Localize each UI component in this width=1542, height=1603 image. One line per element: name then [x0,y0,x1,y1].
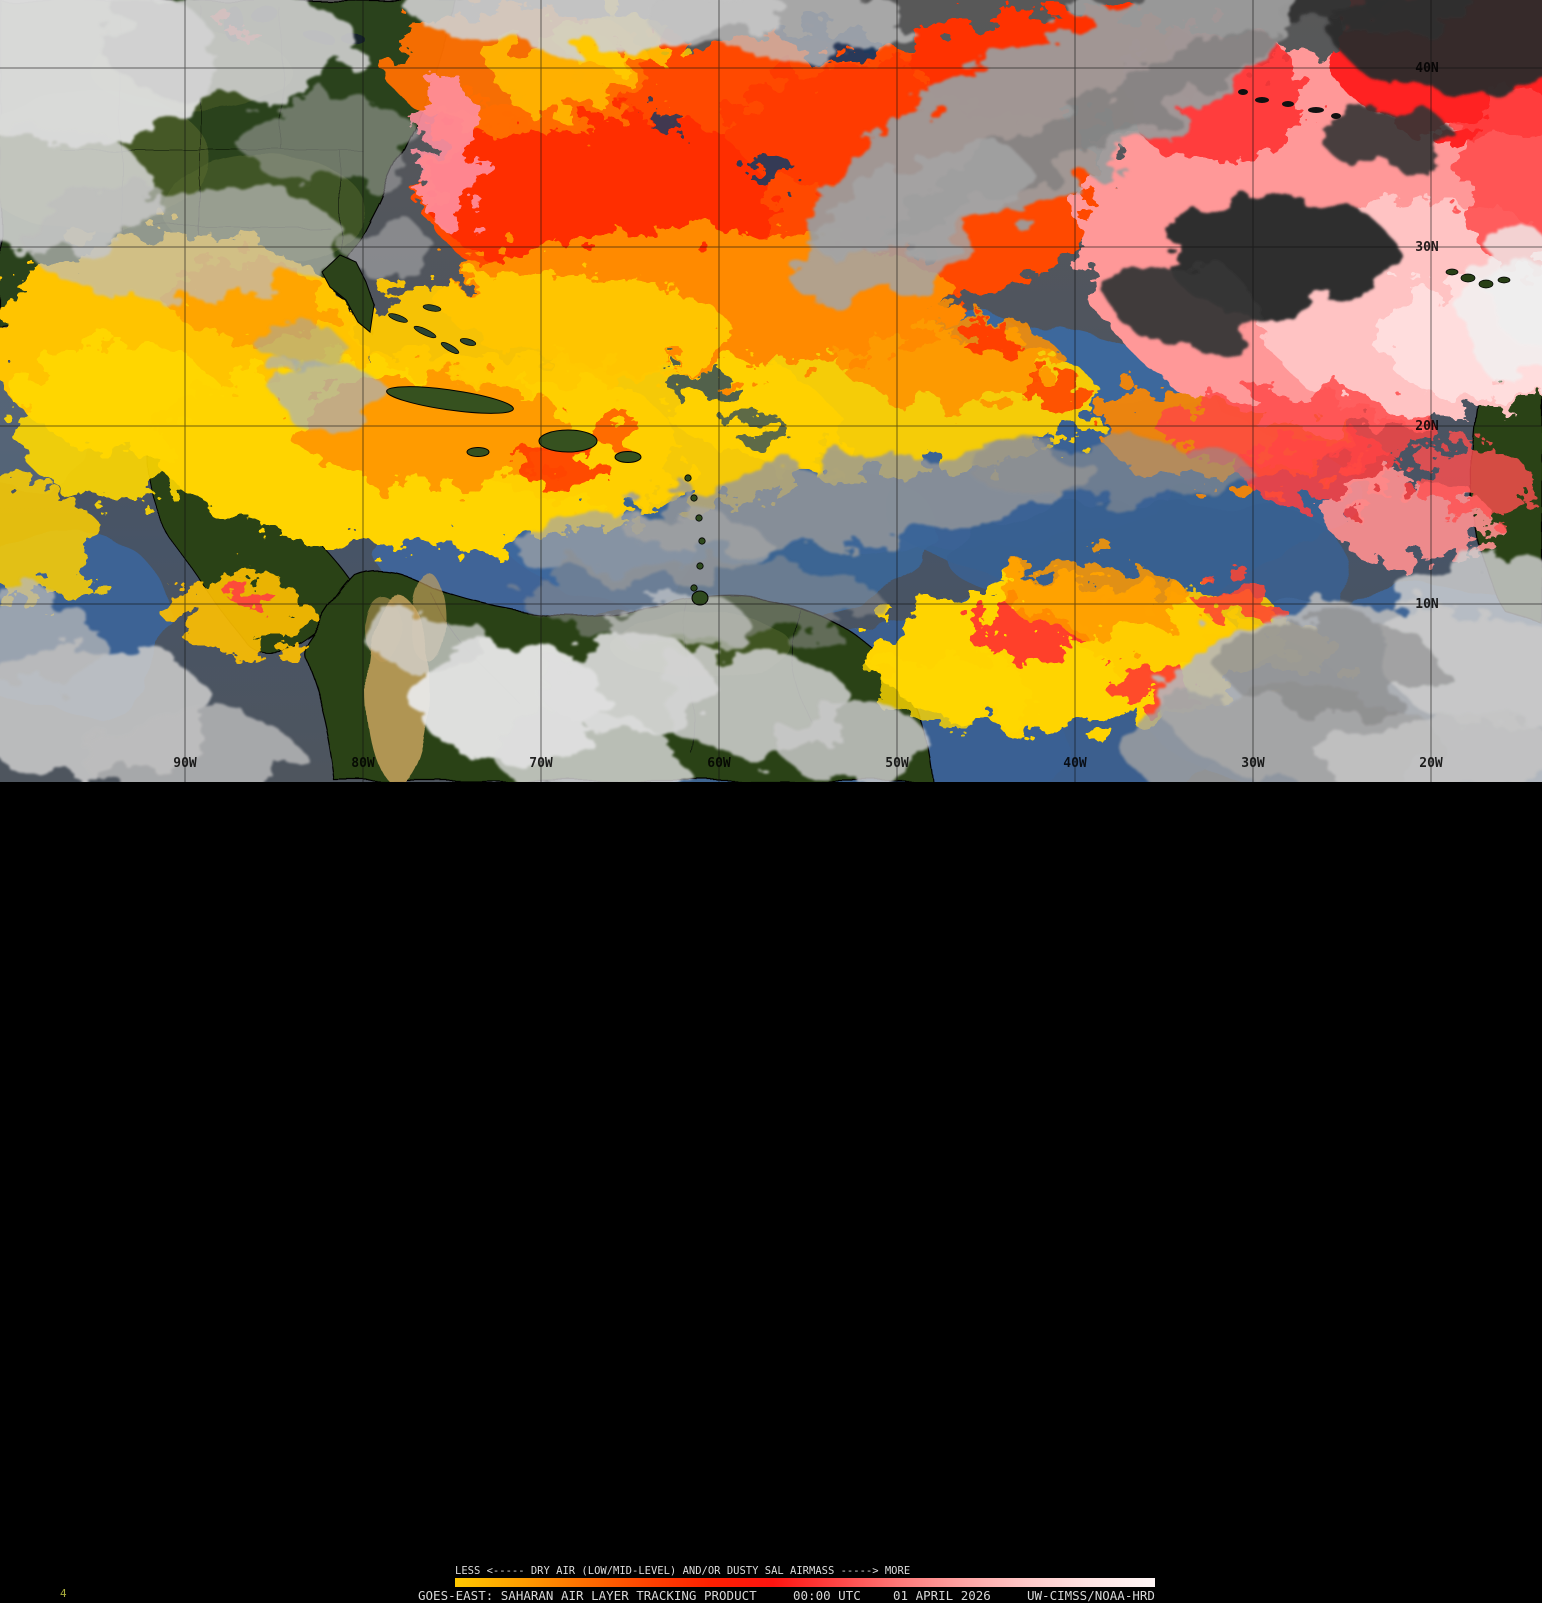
lon-label-30w: 30W [1241,756,1265,771]
timestamp-utc: 00:00 UTC [793,1588,861,1603]
satellite-map: 40N 30N 20N 10N 90W 80W 70W 60W 50W 40W … [0,0,1542,810]
caption-bar: LESS <----- DRY AIR (LOW/MID-LEVEL) AND/… [0,782,1542,1603]
lon-label-40w: 40W [1063,756,1087,771]
product-title: GOES-EAST: SAHARAN AIR LAYER TRACKING PR… [418,1588,757,1603]
legend-scale-text: LESS <----- DRY AIR (LOW/MID-LEVEL) AND/… [455,1565,911,1577]
lon-label-70w: 70W [529,756,553,771]
bahamas-islands [388,304,477,354]
cuba-island [386,386,514,414]
azores-islands [1238,89,1341,119]
grid-labels: 40N 30N 20N 10N 90W 80W 70W 60W 50W 40W … [173,61,1443,771]
dense-cloud-blobs [1115,0,1542,345]
latlon-grid [0,0,1542,782]
jamaica-island [466,447,490,457]
florida-peninsula [321,254,375,333]
credit-label: UW-CIMSS/NOAA-HRD [1027,1588,1155,1603]
lon-label-20w: 20W [1419,756,1443,771]
lat-label-30n: 30N [1415,240,1439,255]
date-label: 01 APRIL 2026 [893,1588,991,1603]
sal-map-canvas: 40N 30N 20N 10N 90W 80W 70W 60W 50W 40W … [0,0,1542,810]
lat-label-20n: 20N [1415,419,1439,434]
lon-label-50w: 50W [885,756,909,771]
lat-label-40n: 40N [1415,61,1439,76]
legend-colorbar [455,1578,1155,1587]
lon-label-60w: 60W [707,756,731,771]
puerto-rico-island [614,451,642,463]
trinidad-island [691,590,709,606]
lon-label-80w: 80W [351,756,375,771]
canary-islands [1445,268,1511,289]
islands-layer [321,89,1511,606]
cloud-layer [0,0,1542,805]
lesser-antilles-islands [684,474,706,592]
lat-label-10n: 10N [1415,597,1439,612]
hispaniola-island [538,429,598,453]
lon-label-90w: 90W [173,756,197,771]
frame-number: 4 [60,1587,67,1600]
